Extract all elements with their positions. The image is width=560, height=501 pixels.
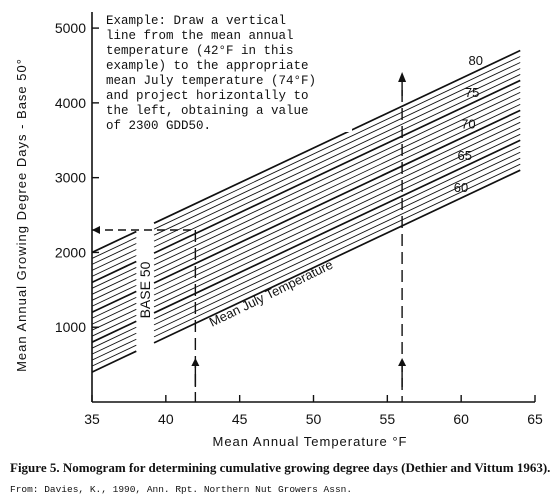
chart-line	[91, 290, 137, 314]
chart-line	[153, 49, 521, 224]
curve-label-65: 65	[457, 148, 471, 163]
chart-line	[153, 121, 521, 296]
curve-label-60: 60	[454, 180, 468, 195]
y-tick-label: 2000	[55, 244, 86, 260]
chart-line	[91, 255, 137, 277]
chart-line	[153, 68, 521, 242]
chart-line	[91, 344, 137, 367]
chart-line	[153, 62, 521, 236]
chart-line	[91, 273, 137, 295]
curve-label-70: 70	[461, 116, 475, 131]
y-tick-label: 4000	[55, 95, 86, 111]
x-tick-label: 50	[306, 411, 322, 427]
arrow-left-icon	[92, 226, 100, 235]
chart-line	[91, 267, 137, 289]
chart-line	[91, 308, 137, 331]
chart-line	[153, 74, 521, 248]
chart-line	[153, 145, 521, 320]
curve-family-label: Mean July Temperature	[207, 257, 335, 330]
chart-line	[153, 86, 521, 260]
guide-lines	[92, 72, 407, 402]
chart-line	[153, 169, 521, 344]
example-text-line: mean July temperature (74°F)	[106, 74, 316, 88]
chart-line	[91, 284, 137, 307]
arrow-up-icon	[398, 358, 407, 366]
chart-line	[91, 279, 137, 301]
chart-line	[91, 237, 137, 259]
chart-line	[153, 56, 521, 230]
example-text-line: example) to the appropriate	[106, 59, 309, 73]
chart-line	[153, 157, 521, 332]
example-text-line: temperature (42°F in this	[106, 44, 294, 58]
chart-line	[91, 314, 137, 337]
y-axis-title: Mean Annual Growing Degree Days - Base 5…	[14, 58, 29, 372]
chart-line	[153, 151, 521, 326]
x-axis-title: Mean Annual Temperature °F	[213, 434, 408, 449]
caption-main: Figure 5. Nomogram for determining cumul…	[10, 460, 551, 475]
example-text-background	[100, 10, 352, 132]
chart-line	[91, 230, 137, 254]
chart-line	[91, 302, 137, 325]
y-tick-label: 1000	[55, 319, 86, 335]
figure-caption: Figure 5. Nomogram for determining cumul…	[10, 458, 555, 500]
arrow-up-icon	[398, 72, 407, 82]
x-tick-label: 35	[84, 411, 100, 427]
chart-line	[153, 79, 521, 254]
chart-line	[153, 109, 521, 284]
chart-lines	[91, 49, 521, 373]
chart-line	[153, 97, 521, 272]
chart-line	[153, 163, 521, 338]
example-text-line: and project horizontally to	[106, 89, 309, 103]
example-text-line: line from the mean annual	[106, 29, 294, 43]
curve-label-75: 75	[465, 85, 479, 100]
chart-line	[91, 326, 137, 349]
example-text-line: of 2300 GDD50.	[106, 119, 211, 133]
chart-line	[91, 243, 137, 265]
chart-line	[153, 91, 521, 266]
chart-line	[91, 260, 137, 284]
x-tick-label: 65	[527, 411, 543, 427]
y-tick-label: 3000	[55, 170, 86, 186]
y-tick-label: 5000	[55, 20, 86, 36]
caption-source: From: Davies, K., 1990, Ann. Rpt. Northe…	[10, 484, 353, 495]
nomogram-chart: 35 40 45 50 55 60 65 1000 2000 3000 4000 5000 Mean …	[14, 10, 543, 449]
example-text-line: Example: Draw a vertical	[106, 14, 286, 28]
chart-line	[153, 139, 521, 314]
chart-line	[91, 338, 137, 361]
example-text-line: the left, obtaining a value	[106, 104, 309, 118]
chart-line	[91, 350, 137, 373]
chart-line	[153, 115, 521, 290]
x-tick-label: 55	[380, 411, 396, 427]
x-tick-label: 45	[232, 411, 248, 427]
axis-tick-labels: 35 40 45 50 55 60 65 1000 2000 3000 4000 5000	[55, 20, 543, 427]
chart-line	[153, 133, 521, 308]
arrow-up-icon	[191, 358, 200, 366]
chart-line	[91, 296, 137, 319]
chart-line	[91, 249, 137, 271]
x-tick-label: 60	[453, 411, 469, 427]
curve-labels: 60 65 70 75 80	[454, 53, 483, 195]
base-50-label: BASE 50	[137, 261, 153, 318]
chart-line	[91, 320, 137, 343]
curve-label-80: 80	[469, 53, 483, 68]
chart-line	[153, 127, 521, 302]
chart-line	[153, 103, 521, 278]
x-tick-label: 40	[158, 411, 174, 427]
chart-line	[91, 332, 137, 355]
